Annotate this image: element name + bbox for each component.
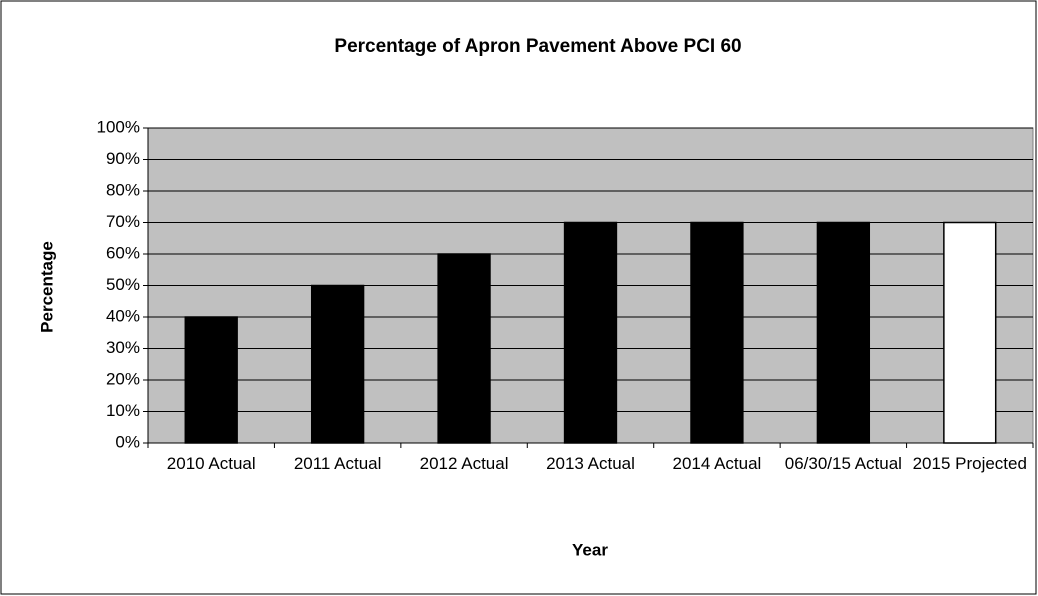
y-tick-label: 40%: [106, 306, 140, 325]
bar: [184, 316, 238, 444]
chart-title: Percentage of Apron Pavement Above PCI 6…: [334, 36, 741, 57]
y-tick-label: 10%: [106, 401, 140, 420]
y-tick-label: 70%: [106, 212, 140, 231]
x-tick-label: 2012 Actual: [419, 454, 509, 473]
x-tick-label: 2015 Projected: [912, 454, 1027, 473]
x-tick-label: 2013 Actual: [546, 454, 635, 473]
bar: [816, 221, 871, 444]
y-tick-label: 90%: [106, 149, 140, 168]
y-tick-label: 0%: [115, 432, 140, 451]
bar: [310, 284, 365, 444]
x-tick-label: 2011 Actual: [293, 454, 382, 473]
x-axis-label: Year: [572, 540, 608, 559]
y-tick-label: 100%: [97, 117, 140, 136]
x-tick-label: 06/30/15 Actual: [784, 454, 902, 473]
y-tick-label: 60%: [106, 243, 140, 262]
bar: [563, 221, 618, 444]
x-tick-label: 2010 Actual: [166, 454, 256, 473]
y-tick-label: 20%: [106, 369, 140, 388]
y-axis-label: Percentage: [37, 241, 56, 333]
y-tick-label: 80%: [106, 180, 140, 199]
bar: [943, 221, 997, 444]
bar: [690, 221, 744, 444]
y-tick-label: 30%: [106, 338, 140, 357]
bar: [437, 253, 491, 444]
y-tick-label: 50%: [106, 275, 140, 294]
x-tick-label: 2014 Actual: [672, 454, 762, 473]
